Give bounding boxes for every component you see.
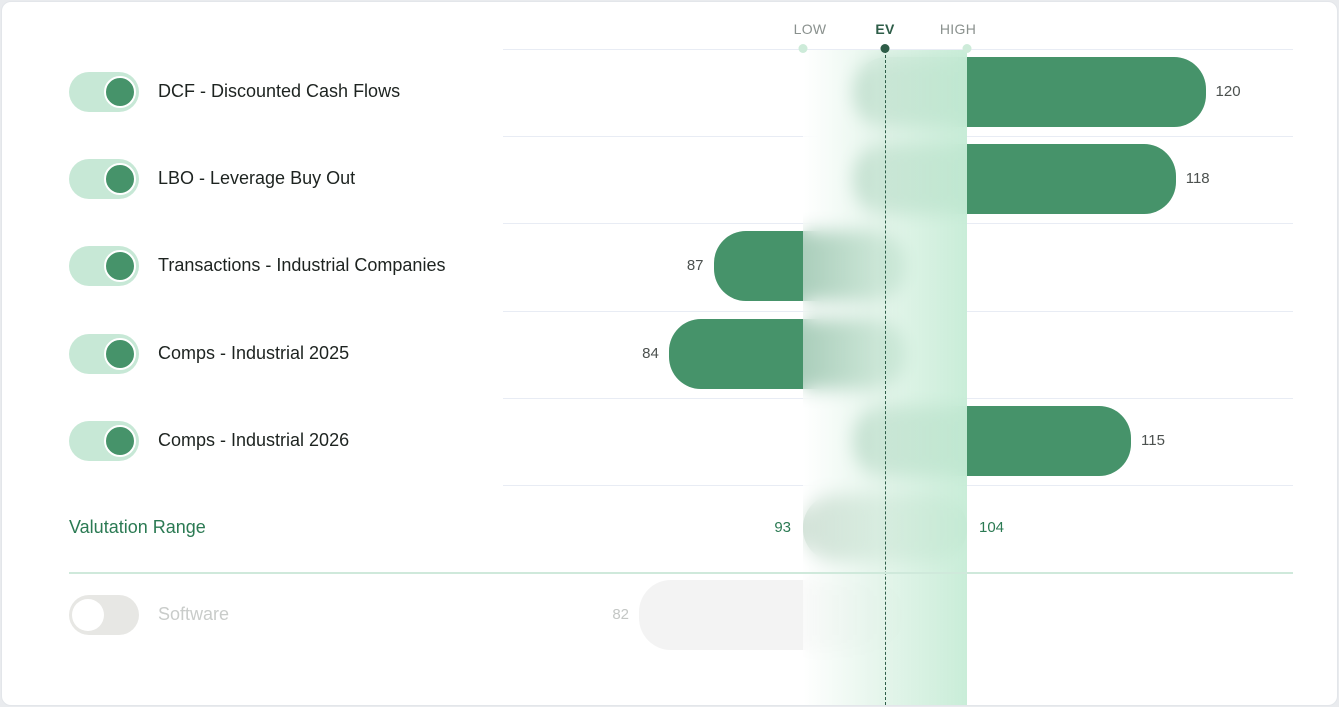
toggle-off[interactable] xyxy=(69,595,139,636)
section-divider xyxy=(69,572,1293,574)
ev-dashed-line xyxy=(885,50,886,705)
axis-marker-low xyxy=(798,44,808,53)
toggle-on[interactable] xyxy=(69,333,139,374)
row-label: DCF - Discounted Cash Flows xyxy=(158,81,401,101)
row-label: Comps - Industrial 2026 xyxy=(158,429,350,450)
toggle-on[interactable] xyxy=(69,420,139,461)
row-label: LBO - Leverage Buy Out xyxy=(158,168,356,189)
data-label: 118 xyxy=(1185,170,1210,188)
row-separator xyxy=(503,49,1293,50)
valuation-range-label: Valutation Range xyxy=(69,517,206,537)
data-label: 84 xyxy=(642,344,659,362)
range-high-value: 104 xyxy=(979,519,1005,536)
toggle-on[interactable] xyxy=(69,72,139,112)
data-label: 115 xyxy=(1141,431,1165,449)
toggle-knob xyxy=(104,76,136,108)
toggle-knob xyxy=(104,250,136,283)
range-low-value: 93 xyxy=(774,519,791,536)
toggle-on[interactable] xyxy=(69,246,139,287)
toggle-knob xyxy=(104,337,136,370)
axis-marker-ev xyxy=(880,44,890,53)
axis-label-low: LOW xyxy=(793,21,827,37)
axis-label-ev: EV xyxy=(875,21,895,37)
row-label: Comps - Industrial 2025 xyxy=(158,342,350,363)
data-label: 82 xyxy=(612,606,629,624)
row-label: Transactions - Industrial Companies xyxy=(158,255,446,276)
toggle-knob xyxy=(72,599,104,632)
data-label: 87 xyxy=(686,257,704,275)
toggle-knob xyxy=(104,163,136,196)
axis-marker-high xyxy=(962,44,972,53)
toggle-knob xyxy=(104,424,136,457)
data-label: 120 xyxy=(1215,83,1241,100)
toggle-on[interactable] xyxy=(69,159,139,200)
axis-label-high: HIGH xyxy=(939,21,977,37)
row-label: Software xyxy=(158,604,230,625)
